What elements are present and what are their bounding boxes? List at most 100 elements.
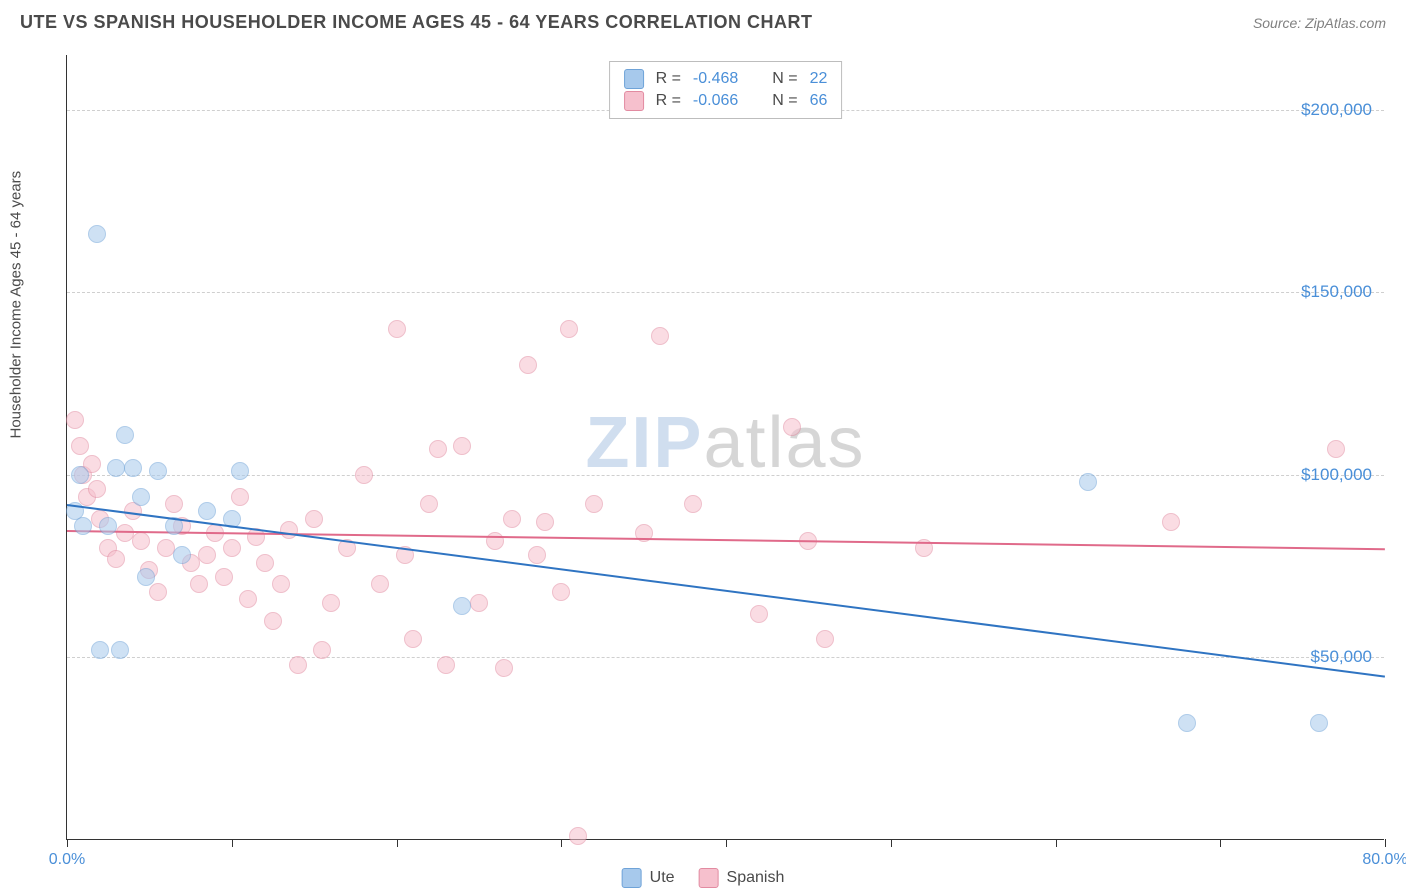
legend-item-spanish: Spanish: [699, 868, 785, 888]
source-attribution: Source: ZipAtlas.com: [1253, 15, 1386, 31]
legend-row-ute: R = -0.468 N = 22: [624, 68, 828, 90]
scatter-point-spanish: [495, 659, 513, 677]
scatter-point-spanish: [305, 510, 323, 528]
gridline: [67, 475, 1384, 476]
scatter-point-ute: [137, 568, 155, 586]
x-tick: [891, 839, 892, 847]
scatter-point-spanish: [783, 418, 801, 436]
scatter-point-spanish: [256, 554, 274, 572]
scatter-point-ute: [99, 517, 117, 535]
watermark: ZIPatlas: [585, 402, 865, 484]
scatter-point-spanish: [289, 656, 307, 674]
trendline-ute: [67, 504, 1385, 678]
x-tick: [1385, 839, 1386, 847]
scatter-point-spanish: [215, 568, 233, 586]
legend-swatch-ute: [622, 868, 642, 888]
scatter-point-ute: [124, 459, 142, 477]
legend-row-spanish: R =-0.066N =66: [624, 90, 828, 112]
legend-R-value: -0.066: [693, 92, 738, 110]
scatter-point-spanish: [280, 521, 298, 539]
scatter-point-spanish: [239, 590, 257, 608]
scatter-point-spanish: [470, 594, 488, 612]
legend-correlation: R = -0.468 N = 22R = -0.066 N = 66: [609, 61, 843, 119]
legend-swatch-ute: [624, 69, 644, 89]
scatter-point-ute: [198, 502, 216, 520]
x-tick: [397, 839, 398, 847]
legend-label: Spanish: [727, 869, 785, 887]
scatter-point-spanish: [231, 488, 249, 506]
scatter-point-spanish: [88, 480, 106, 498]
scatter-point-spanish: [66, 411, 84, 429]
scatter-point-spanish: [528, 546, 546, 564]
scatter-point-spanish: [519, 356, 537, 374]
scatter-point-spanish: [272, 575, 290, 593]
x-tick: [67, 839, 68, 847]
scatter-point-ute: [74, 517, 92, 535]
scatter-point-spanish: [322, 594, 340, 612]
scatter-point-spanish: [552, 583, 570, 601]
scatter-point-ute: [173, 546, 191, 564]
scatter-point-spanish: [750, 605, 768, 623]
scatter-point-ute: [1079, 473, 1097, 491]
scatter-point-spanish: [429, 440, 447, 458]
scatter-point-spanish: [355, 466, 373, 484]
scatter-point-spanish: [371, 575, 389, 593]
scatter-point-ute: [88, 225, 106, 243]
scatter-point-ute: [453, 597, 471, 615]
scatter-point-spanish: [1162, 513, 1180, 531]
scatter-point-spanish: [223, 539, 241, 557]
scatter-point-ute: [107, 459, 125, 477]
legend-N-value: 22: [810, 70, 828, 88]
legend-R-value: -0.468: [693, 70, 738, 88]
scatter-point-ute: [231, 462, 249, 480]
scatter-point-ute: [71, 466, 89, 484]
scatter-point-spanish: [437, 656, 455, 674]
scatter-point-spanish: [264, 612, 282, 630]
x-tick: [726, 839, 727, 847]
x-tick: [232, 839, 233, 847]
scatter-point-spanish: [388, 320, 406, 338]
chart-header: UTE VS SPANISH HOUSEHOLDER INCOME AGES 4…: [0, 0, 1406, 41]
legend-R-label: R =: [656, 70, 681, 88]
scatter-point-spanish: [157, 539, 175, 557]
scatter-point-spanish: [71, 437, 89, 455]
scatter-point-spanish: [486, 532, 504, 550]
x-tick-label: 0.0%: [49, 851, 85, 869]
scatter-point-spanish: [132, 532, 150, 550]
scatter-point-spanish: [313, 641, 331, 659]
scatter-point-ute: [132, 488, 150, 506]
gridline: [67, 292, 1384, 293]
scatter-point-spanish: [149, 583, 167, 601]
legend-N-label: N =: [772, 92, 797, 110]
gridline: [67, 657, 1384, 658]
scatter-point-ute: [1178, 714, 1196, 732]
scatter-point-ute: [111, 641, 129, 659]
legend-item-ute: Ute: [622, 868, 675, 888]
scatter-point-spanish: [190, 575, 208, 593]
scatter-point-spanish: [420, 495, 438, 513]
y-tick-label: $200,000: [1301, 100, 1372, 120]
scatter-point-spanish: [560, 320, 578, 338]
scatter-point-spanish: [165, 495, 183, 513]
scatter-point-spanish: [198, 546, 216, 564]
x-tick: [1056, 839, 1057, 847]
scatter-point-spanish: [404, 630, 422, 648]
legend-swatch-spanish: [699, 868, 719, 888]
x-tick: [561, 839, 562, 847]
x-tick-label: 80.0%: [1362, 851, 1406, 869]
scatter-point-spanish: [453, 437, 471, 455]
legend-N-label: N =: [772, 70, 797, 88]
y-tick-label: $50,000: [1311, 647, 1372, 667]
scatter-point-spanish: [816, 630, 834, 648]
scatter-point-ute: [1310, 714, 1328, 732]
scatter-point-ute: [116, 426, 134, 444]
legend-N-value: 66: [810, 92, 828, 110]
legend-series: Ute Spanish: [622, 868, 785, 888]
watermark-atlas: atlas: [703, 403, 865, 483]
scatter-point-spanish: [116, 524, 134, 542]
scatter-point-spanish: [1327, 440, 1345, 458]
scatter-point-spanish: [503, 510, 521, 528]
watermark-zip: ZIP: [585, 403, 703, 483]
scatter-chart: ZIPatlas R = -0.468 N = 22R = -0.066 N = 66 $5…: [66, 55, 1384, 840]
scatter-point-spanish: [651, 327, 669, 345]
